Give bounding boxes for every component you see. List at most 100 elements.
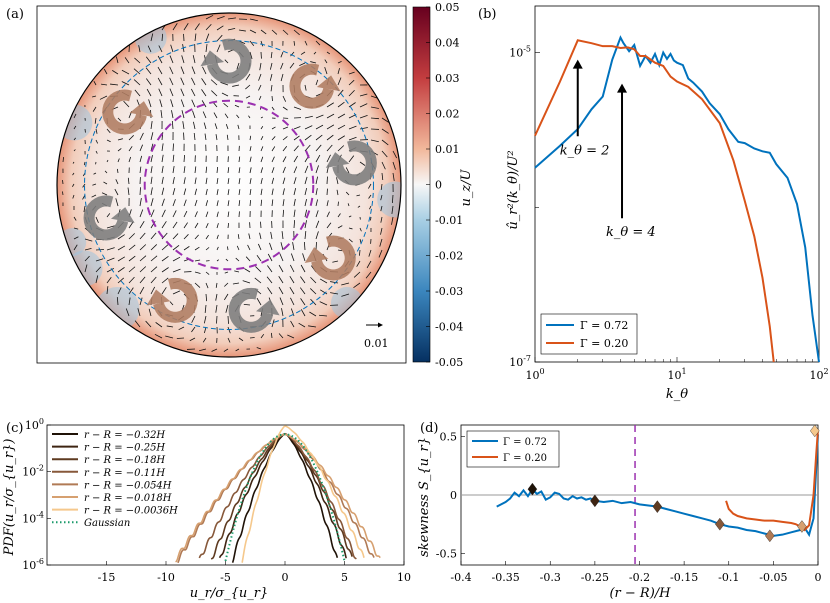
velocity-vector-644 — [117, 287, 122, 295]
velocity-vector-341 — [260, 167, 263, 174]
velocity-vector-279 — [260, 146, 264, 152]
velocity-vector-490 — [216, 223, 219, 229]
velocity-vector-459 — [205, 211, 209, 218]
velocity-vector-460 — [216, 211, 219, 218]
annotations: k_θ = 2 k_θ = 4 — [560, 59, 656, 240]
velocity-vector-258 — [348, 136, 357, 141]
velocity-vector-340 — [249, 167, 252, 174]
velocity-vector-28 — [260, 40, 264, 47]
velocity-vector-511 — [128, 233, 135, 240]
velocity-vector-222 — [271, 126, 276, 130]
velocity-vector-596 — [139, 266, 147, 273]
velocity-vector-441 — [337, 201, 339, 207]
velocity-vector-88 — [258, 73, 262, 81]
velocity-vector-130 — [180, 88, 185, 97]
velocity-vector-219 — [237, 124, 240, 130]
velocity-vector-349 — [345, 167, 350, 174]
d-ytick-label-0: -0.5 — [436, 547, 457, 560]
panel-c-xlabel: u_r/σ_{u_r} — [190, 586, 268, 601]
velocity-vector-565 — [95, 258, 104, 262]
velocity-vector-426 — [172, 199, 176, 207]
velocity-vector-302 — [172, 154, 175, 163]
velocity-vector-269 — [150, 143, 154, 152]
velocity-vector-513 — [150, 232, 157, 240]
velocity-vector-519 — [216, 234, 219, 240]
panel-label-c: (c) — [6, 421, 23, 436]
velocity-vector-636 — [289, 275, 295, 284]
velocity-vector-54 — [124, 57, 130, 64]
velocity-vector-476 — [391, 216, 394, 225]
velocity-vector-388 — [91, 194, 97, 198]
velocity-vector-218 — [225, 124, 229, 130]
velocity-vector-611 — [300, 264, 306, 273]
velocity-vector-157 — [180, 99, 185, 108]
velocity-vector-196 — [304, 115, 313, 119]
velocity-vector-469 — [315, 210, 319, 218]
velocity-vector-442 — [347, 203, 350, 207]
velocity-vector-643 — [106, 286, 109, 295]
velocity-vector-427 — [183, 199, 187, 207]
velocity-vector-734 — [278, 333, 284, 339]
colorbar-tick-label-6: -0.01 — [435, 214, 463, 227]
velocity-vector-69 — [289, 62, 295, 69]
c-legend-label-2: r − R = −0.18H — [84, 455, 165, 466]
legend-label-gamma-072: Γ = 0.72 — [503, 437, 547, 448]
velocity-vector-696 — [227, 315, 229, 324]
velocity-vector-207 — [106, 128, 111, 134]
velocity-vector-294 — [83, 161, 86, 166]
velocity-vector-104 — [169, 77, 174, 86]
velocity-vector-576 — [216, 259, 219, 262]
velocity-vector-241 — [161, 132, 164, 141]
velocity-vector-324 — [72, 172, 75, 176]
velocity-vector-461 — [227, 211, 230, 218]
velocity-vector-705 — [318, 314, 328, 317]
velocity-vector-642 — [353, 282, 361, 288]
velocity-vector-278 — [249, 146, 252, 152]
velocity-vector-286 — [337, 145, 345, 152]
skewness-marker-0 — [527, 482, 538, 496]
d-xtick-label-4: -0.2 — [629, 571, 650, 584]
d-xtick-label-8: 0 — [815, 571, 822, 584]
d-xtick-label-2: -0.3 — [540, 571, 561, 584]
velocity-vector-48 — [280, 51, 284, 58]
velocity-vector-628 — [205, 282, 209, 289]
velocity-vector-33 — [315, 40, 321, 46]
velocity-vector-562 — [368, 249, 372, 257]
velocity-vector-506 — [73, 236, 79, 240]
velocity-vector-95 — [337, 68, 340, 75]
c-legend-label-1: r − R = −0.25H — [84, 443, 165, 454]
velocity-vector-260 — [370, 139, 379, 143]
colorbar-tick-label-0: 0.05 — [435, 1, 460, 14]
velocity-vector-116 — [304, 84, 307, 91]
velocity-vector-589 — [356, 260, 361, 267]
velocity-vector-425 — [161, 198, 165, 207]
velocity-vector-331 — [150, 166, 153, 174]
velocity-vector-262 — [73, 149, 76, 152]
velocity-vector-404 — [271, 188, 274, 196]
c-legend-label-7: Gaussian — [84, 518, 130, 529]
velocity-vector-87 — [245, 73, 251, 81]
velocity-vector-399 — [216, 189, 219, 196]
d-xtick-label-3: -0.25 — [581, 571, 609, 584]
velocity-vector-27 — [249, 40, 255, 47]
velocity-vector-154 — [148, 99, 152, 108]
velocity-vector-161 — [223, 103, 229, 108]
velocity-vector-739 — [223, 348, 229, 352]
velocity-vector-76 — [121, 69, 130, 75]
scale-arrow — [366, 322, 383, 328]
velocity-vector-17 — [293, 29, 300, 36]
velocity-vector-257 — [337, 135, 345, 141]
velocity-vector-704 — [309, 311, 317, 317]
velocity-vector-483 — [139, 220, 145, 229]
panel-c-ylabel: PDF(u_r/σ_{u_r}) — [2, 439, 17, 557]
velocity-vector-693 — [191, 315, 196, 323]
velocity-vector-396 — [183, 188, 187, 196]
velocity-vector-594 — [117, 267, 125, 273]
velocity-vector-412 — [356, 194, 361, 197]
velocity-vector-57 — [157, 55, 163, 64]
velocity-vector-216 — [203, 122, 207, 130]
velocity-vector-112 — [258, 84, 262, 91]
vortex-arrow-head — [110, 207, 135, 223]
velocity-vector-398 — [205, 188, 208, 196]
velocity-vector-90 — [280, 73, 284, 82]
